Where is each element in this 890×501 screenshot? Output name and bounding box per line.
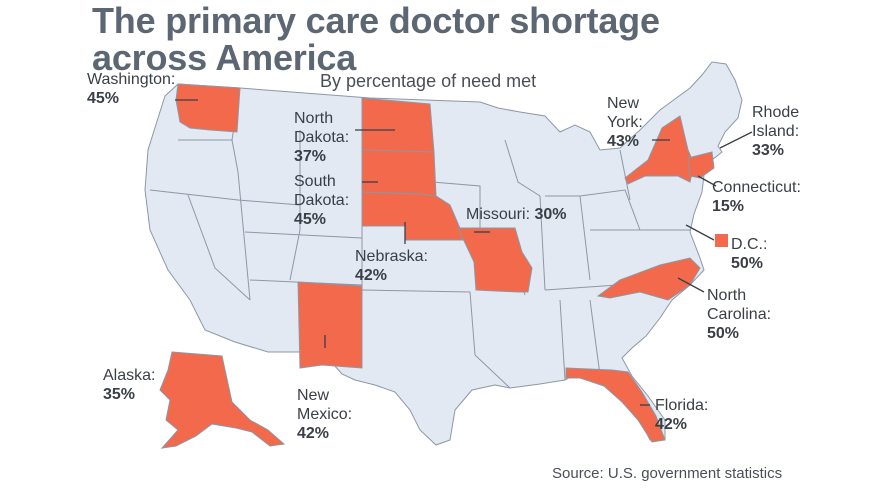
label-washington: Washington: 45% [87,71,176,107]
state-alaska [159,351,286,449]
label-nebraska: Nebraska: 42% [355,248,428,284]
title-line-2: across America [92,37,357,78]
title-line-1: The primary care doctor shortage [92,0,660,41]
state-north-dakota [361,97,435,153]
dc-marker [715,234,728,247]
state-florida [565,367,666,443]
source-note: Source: U.S. government statistics [552,465,783,482]
state-new-mexico [297,281,363,369]
state-north-carolina [596,257,701,301]
page-title: The primary care doctor shortage across … [92,2,660,76]
label-north-dakota: North Dakota: 37% [294,110,350,165]
state-connecticut-ri [687,151,715,179]
label-south-dakota: South Dakota: 45% [294,173,350,228]
label-new-mexico: New Mexico: 42% [297,387,353,442]
leader-lines [175,99,753,406]
state-missouri [457,227,533,293]
label-alaska: Alaska: 35% [103,367,156,403]
state-washington [175,83,241,133]
label-new-york: New York: 43% [607,95,643,150]
subtitle: By percentage of need met [320,71,537,91]
label-north-carolina: North Carolina: 50% [707,287,772,342]
us-outline [144,61,743,446]
label-rhode-island: Rhode Island: 33% [752,104,800,159]
label-dc: D.C.: 50% [731,236,768,272]
state-south-dakota [361,149,437,197]
label-missouri: Missouri: 30% [466,206,567,223]
label-florida: Florida: 42% [655,397,709,433]
label-connecticut: Connecticut: 15% [712,179,801,215]
